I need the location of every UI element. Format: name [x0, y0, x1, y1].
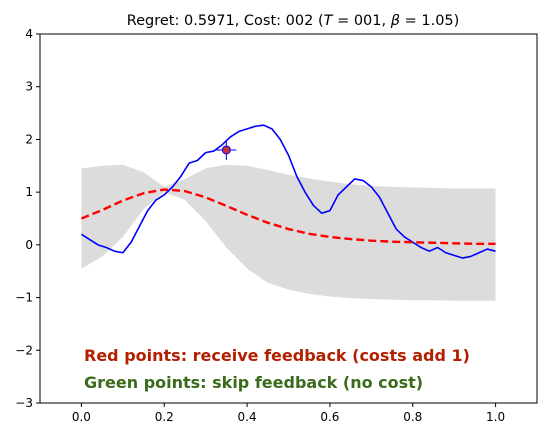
y-tick-label: −3 — [15, 396, 33, 410]
query-point-marker — [221, 145, 231, 155]
annotations: Red points: receive feedback (costs add … — [84, 346, 470, 392]
y-tick-label: 0 — [25, 238, 33, 252]
chart-title: Regret: 0.5971, Cost: 002 (T = 001, β = … — [127, 13, 460, 29]
y-tick-label: 2 — [25, 132, 33, 146]
x-tick-label: 0.2 — [155, 410, 174, 424]
objective-solid-line — [80, 124, 496, 259]
y-tick-label: 3 — [25, 80, 33, 94]
confidence-band — [81, 164, 496, 301]
x-tick-label: 0.6 — [320, 410, 339, 424]
y-tick-label: −1 — [15, 291, 33, 305]
plot-area: 0.0 0.2 0.4 0.6 0.8 1.0 −3 −2 −1 0 1 2 3 4 — [15, 27, 538, 424]
y-tick-label: 1 — [25, 185, 33, 199]
y-tick-label: 4 — [25, 27, 33, 41]
annotation-green-points: Green points: skip feedback (no cost) — [84, 373, 423, 392]
x-tick-label: 1.0 — [486, 410, 505, 424]
x-tick-label: 0.4 — [238, 410, 257, 424]
y-tick-label: −2 — [15, 343, 33, 357]
x-tick-label: 0.0 — [72, 410, 91, 424]
axes-frame — [39, 33, 538, 404]
x-tick-label: 0.8 — [403, 410, 422, 424]
annotation-red-points: Red points: receive feedback (costs add … — [84, 346, 470, 365]
mean-dashed-line — [80, 188, 496, 245]
